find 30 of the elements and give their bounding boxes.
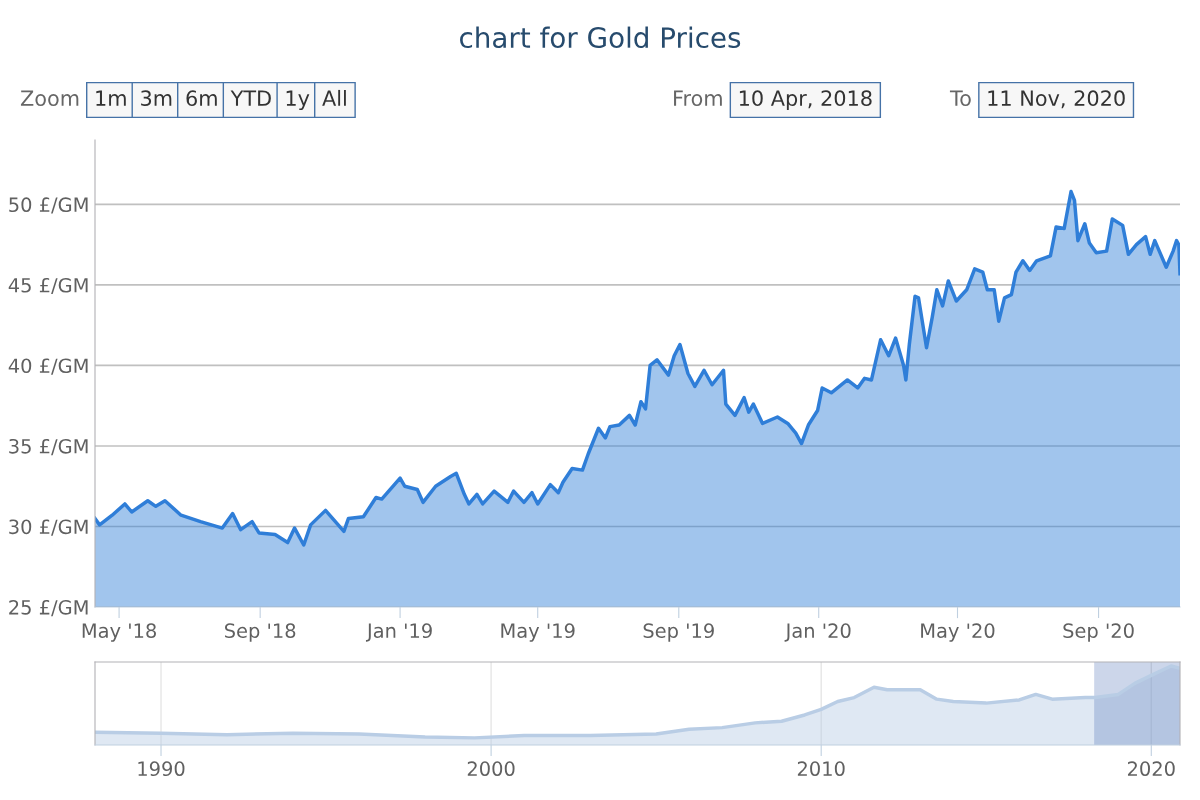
text: 1y — [286, 90, 310, 111]
x-tick-label: 1990 — [138, 761, 185, 777]
y-tick-label: 30 £/GM — [9, 519, 88, 536]
x-tick-label: 2010 — [797, 761, 845, 777]
x-tick-label: Jan '20 — [784, 623, 851, 642]
text: 11 Nov, 2020 — [988, 90, 1125, 109]
text: To — [949, 90, 971, 107]
x-tick-label: Sep '19 — [643, 623, 714, 642]
y-tick-label: 35 £/GM — [9, 438, 88, 456]
text: 10 Apr, 2018 — [739, 90, 872, 111]
text: 1m — [96, 90, 126, 106]
text: All — [322, 89, 346, 106]
y-tick-label: 45 £/GM — [8, 277, 88, 295]
y-tick-label: 40 £/GM — [8, 358, 88, 375]
chart-title: chart for Gold Prices — [460, 26, 741, 49]
x-tick-label: Sep '20 — [1063, 623, 1134, 642]
x-tick-label: Sep '18 — [224, 623, 296, 642]
x-tick-label: May '20 — [921, 623, 995, 642]
text: 6m — [186, 90, 217, 107]
x-tick-label: May '18 — [82, 623, 156, 642]
text: YTD — [230, 90, 271, 106]
y-tick-label: 50 £/GM — [9, 197, 88, 214]
x-tick-label: May '19 — [501, 623, 575, 642]
x-tick-label: Jan '19 — [365, 623, 432, 642]
x-tick-label: 2020 — [1127, 761, 1175, 777]
text: 3m — [141, 90, 172, 107]
text: From — [674, 90, 722, 107]
x-tick-label: 2000 — [467, 761, 515, 777]
y-tick-label: 25 £/GM — [9, 599, 88, 617]
text: Zoom — [20, 90, 79, 107]
